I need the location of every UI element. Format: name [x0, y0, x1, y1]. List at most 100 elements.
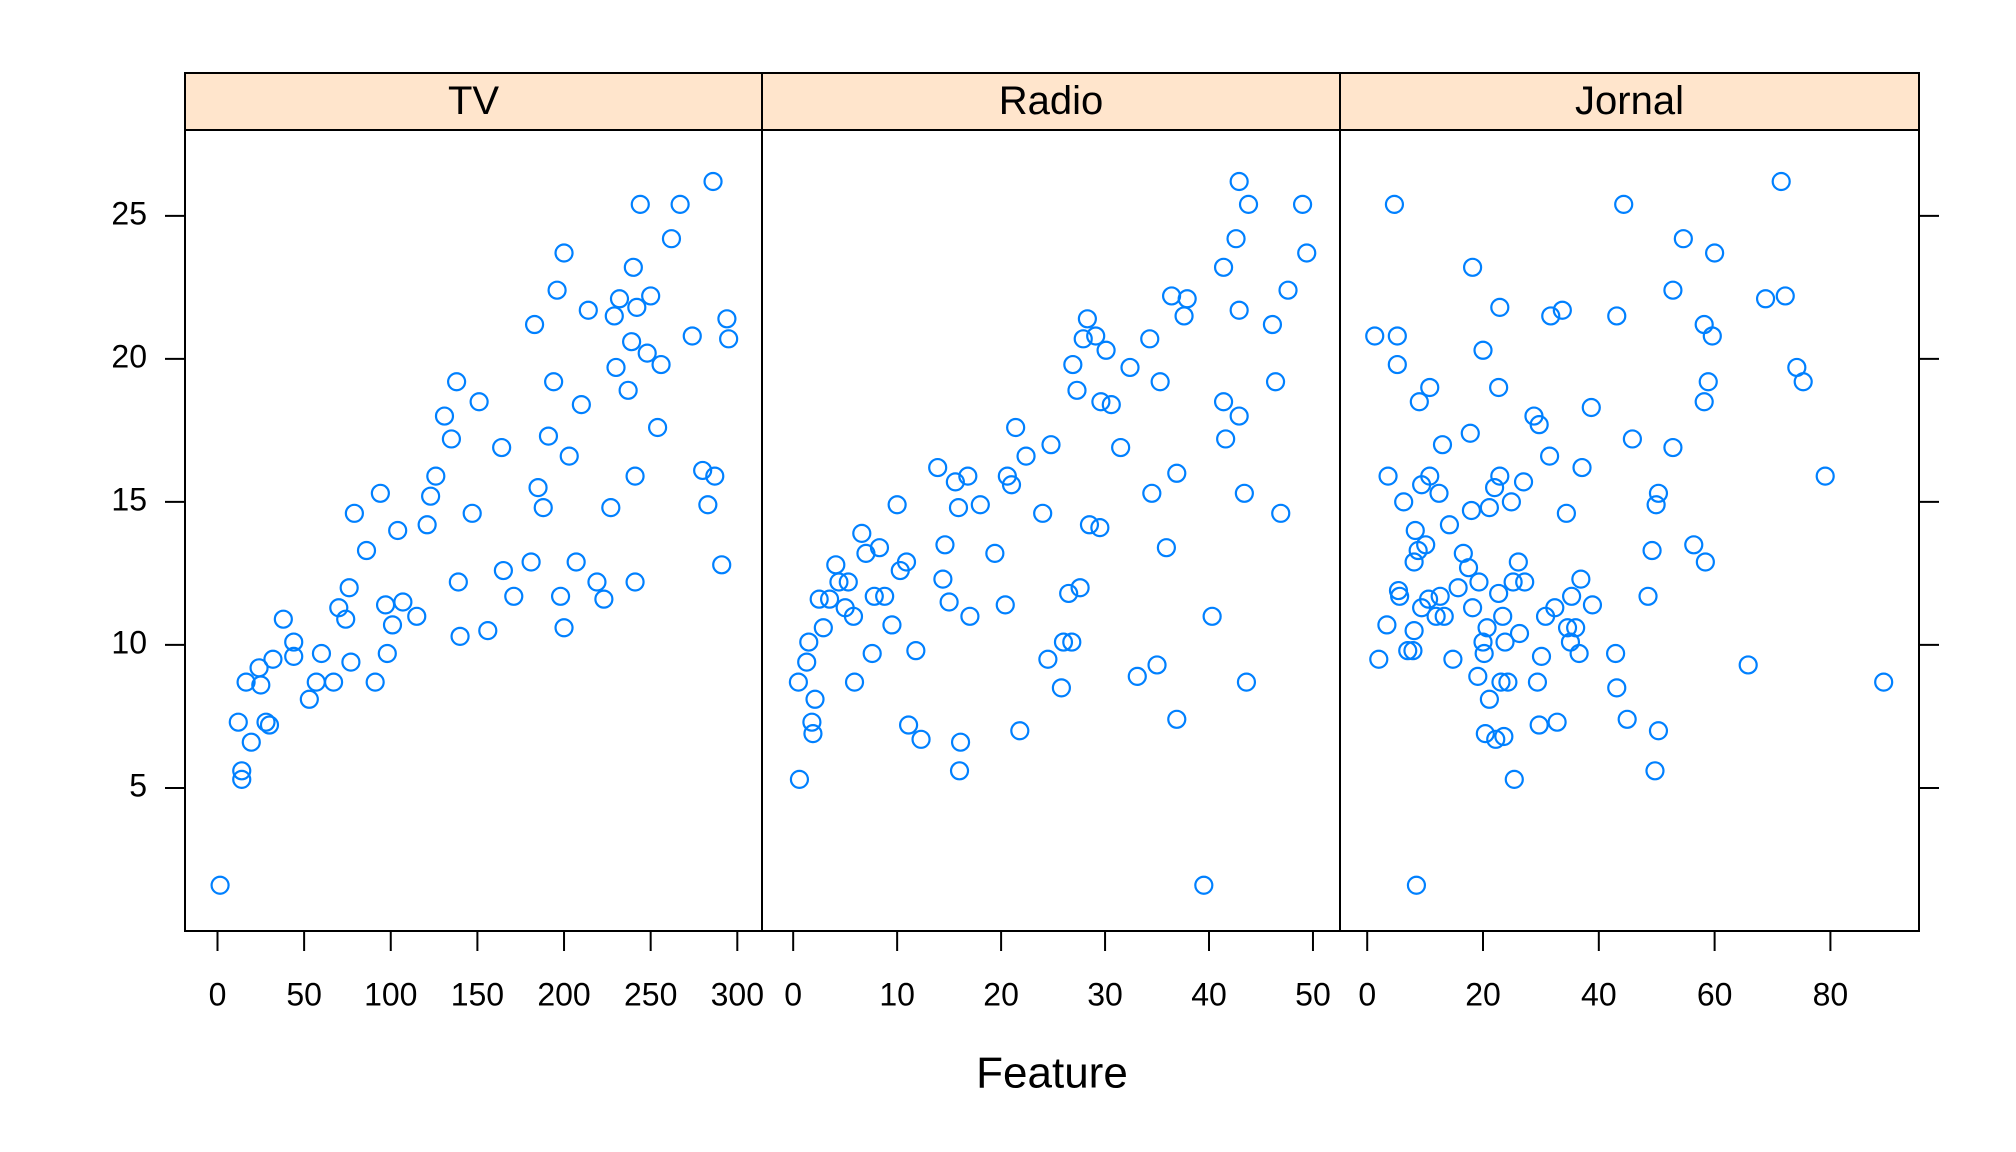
point — [1006, 417, 1026, 438]
point — [1531, 646, 1552, 666]
point — [829, 572, 849, 592]
point — [1458, 558, 1479, 578]
x-tick-label: 100 — [364, 976, 417, 1012]
point — [299, 689, 319, 709]
point — [1642, 540, 1662, 561]
y-tick-label: 25 — [111, 195, 147, 231]
point — [1070, 578, 1090, 598]
x-tick-label: 0 — [209, 976, 227, 1012]
point — [1406, 875, 1427, 895]
point — [864, 586, 884, 606]
point — [1529, 715, 1549, 735]
point — [1127, 666, 1147, 686]
point — [554, 618, 574, 638]
x-tick-label: 60 — [1697, 976, 1733, 1012]
point — [1156, 538, 1176, 558]
point — [1527, 672, 1548, 692]
point — [1420, 466, 1440, 486]
point — [1292, 194, 1313, 214]
point — [1229, 300, 1249, 320]
point — [1501, 492, 1521, 512]
point — [421, 486, 441, 506]
point — [1572, 457, 1592, 478]
point — [256, 712, 276, 732]
point — [356, 540, 377, 561]
point — [273, 609, 293, 629]
point — [284, 632, 304, 652]
point — [521, 552, 541, 572]
point — [799, 632, 819, 652]
point — [1552, 300, 1572, 320]
y-tick-label: 10 — [111, 624, 147, 660]
point — [651, 354, 671, 375]
point — [948, 498, 969, 518]
point — [661, 229, 682, 249]
point — [1607, 678, 1627, 698]
point — [1663, 437, 1683, 458]
point — [1874, 672, 1894, 692]
point — [1638, 586, 1658, 606]
point — [1033, 503, 1053, 523]
point — [1096, 340, 1116, 360]
strip-title: TV — [448, 79, 499, 123]
point — [1229, 406, 1249, 426]
point — [1010, 721, 1030, 741]
point — [852, 523, 872, 543]
point — [1515, 572, 1535, 592]
point — [1177, 289, 1197, 309]
point — [898, 715, 919, 735]
point — [1694, 392, 1714, 412]
point — [797, 652, 817, 672]
point — [1213, 392, 1234, 412]
point — [838, 572, 858, 592]
point — [813, 618, 833, 638]
point — [623, 257, 643, 277]
point — [1645, 761, 1665, 781]
x-tick-label: 50 — [286, 976, 322, 1012]
x-tick-label: 300 — [711, 976, 764, 1012]
point — [1495, 632, 1515, 652]
point — [1484, 477, 1505, 498]
point — [1498, 672, 1518, 692]
point — [336, 609, 356, 629]
point — [1120, 357, 1140, 378]
point — [939, 592, 959, 612]
point — [1369, 649, 1389, 669]
point — [559, 446, 579, 466]
point — [450, 626, 470, 646]
point — [1473, 340, 1493, 360]
point — [1539, 446, 1560, 466]
point — [844, 672, 865, 692]
point — [627, 297, 647, 317]
point — [524, 314, 545, 335]
point — [1236, 672, 1257, 692]
point — [1508, 552, 1528, 572]
point — [1541, 306, 1561, 326]
point — [1513, 472, 1534, 492]
point — [1490, 466, 1510, 486]
panel — [184, 129, 763, 932]
point — [1489, 583, 1509, 604]
point — [1443, 649, 1463, 669]
point — [1051, 678, 1071, 698]
point — [641, 286, 661, 306]
point — [447, 372, 467, 392]
point — [528, 477, 548, 498]
point — [606, 357, 626, 378]
point — [1582, 595, 1603, 615]
point — [705, 466, 725, 486]
x-tick-label: 40 — [1191, 976, 1227, 1012]
point — [1387, 326, 1407, 346]
point — [1174, 306, 1194, 326]
point — [1815, 466, 1835, 486]
point — [1493, 606, 1513, 626]
point — [1504, 769, 1524, 789]
x-tick-label: 150 — [451, 976, 504, 1012]
point — [1278, 280, 1298, 300]
point — [1462, 257, 1483, 277]
point — [809, 589, 829, 609]
point — [1462, 598, 1483, 618]
point — [719, 329, 739, 349]
point — [1403, 641, 1423, 661]
point — [717, 309, 737, 329]
